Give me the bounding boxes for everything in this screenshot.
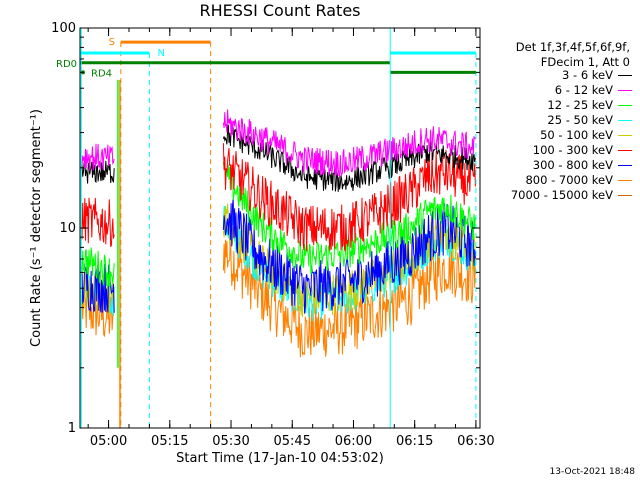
x-tick-label: 05:45 xyxy=(274,434,311,449)
legend-label: 800 - 7000 keV xyxy=(525,173,613,187)
chart-title: RHESSI Count Rates xyxy=(199,1,361,20)
legend-swatch xyxy=(618,194,632,196)
timestamp: 13-Oct-2021 18:48 xyxy=(549,467,635,477)
label-N: N xyxy=(158,48,165,59)
x-axis-label: Start Time (17-Jan-10 04:53:02) xyxy=(176,451,384,466)
legend-label: 7000 - 15000 keV xyxy=(510,188,613,202)
legend-item: 25 - 50 keV xyxy=(547,113,632,127)
legend-swatch xyxy=(618,119,632,121)
legend-swatch xyxy=(618,74,632,76)
legend-swatch xyxy=(618,179,632,181)
legend-label: 100 - 300 keV xyxy=(532,143,613,157)
label-RD4: RD4 xyxy=(91,68,112,79)
y-tick-label: 100 xyxy=(51,21,76,36)
legend-item: 100 - 300 keV xyxy=(533,143,632,157)
series-line-2 xyxy=(81,160,476,288)
legend-header-0: Det 1f,3f,4f,5f,6f,9f, xyxy=(515,40,630,54)
legend-header-1: FDecim 1, Att 0 xyxy=(540,55,630,69)
legend-item: 12 - 25 keV xyxy=(547,98,632,112)
legend-item: 50 - 100 keV xyxy=(540,128,632,142)
x-tick-label: 06:30 xyxy=(457,434,494,449)
legend-label: 6 - 12 keV xyxy=(554,83,613,97)
y-axis-label: Count Rate (s⁻¹ detector segment⁻¹) xyxy=(29,109,44,347)
legend-item: 7000 - 15000 keV xyxy=(511,188,632,202)
label-S: S xyxy=(109,37,115,48)
x-tick-label: 05:30 xyxy=(212,434,249,449)
legend-swatch xyxy=(618,149,632,151)
x-tick-label: 05:15 xyxy=(151,434,188,449)
x-tick-label: 06:15 xyxy=(396,434,433,449)
legend-item: 800 - 7000 keV xyxy=(525,173,632,187)
y-tick-label: 1 xyxy=(68,421,76,436)
legend-swatch xyxy=(618,134,632,136)
legend-swatch xyxy=(618,89,632,91)
series-line-0 xyxy=(81,124,476,192)
legend-label: 12 - 25 keV xyxy=(547,98,613,112)
legend-swatch xyxy=(618,104,632,106)
y-tick-label: 10 xyxy=(59,221,76,236)
x-tick-label: 05:00 xyxy=(90,434,127,449)
x-tick-label: 06:00 xyxy=(335,434,372,449)
series-line-1 xyxy=(81,109,476,179)
legend-label: 25 - 50 keV xyxy=(547,113,613,127)
series-line-5 xyxy=(81,143,476,252)
legend-label: 300 - 800 keV xyxy=(532,158,613,172)
legend-item: 6 - 12 keV xyxy=(555,83,632,97)
legend-swatch xyxy=(618,164,632,166)
plot-frame xyxy=(79,27,481,429)
legend-item: 300 - 800 keV xyxy=(533,158,632,172)
legend-label: 3 - 6 keV xyxy=(562,68,613,82)
legend-label: 50 - 100 keV xyxy=(540,128,613,142)
legend-item: 3 - 6 keV xyxy=(562,68,632,82)
label-RD0: RD0 xyxy=(56,59,77,70)
